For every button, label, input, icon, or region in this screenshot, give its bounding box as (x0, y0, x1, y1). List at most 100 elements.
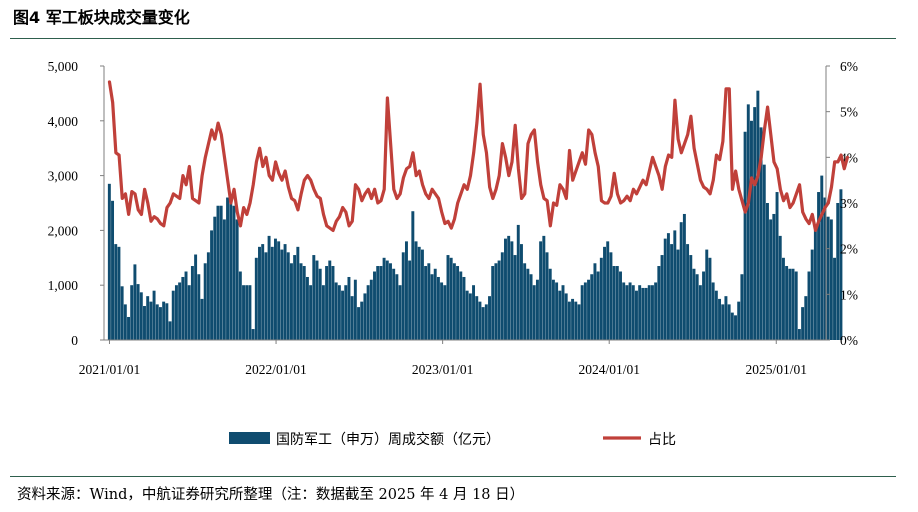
bar (494, 263, 498, 340)
bar (523, 263, 527, 340)
bar (772, 213, 776, 340)
bar (456, 266, 460, 340)
bar (817, 192, 821, 340)
bar (826, 216, 830, 340)
bar (123, 304, 127, 340)
bar (497, 260, 501, 340)
bar (484, 304, 488, 340)
bar (363, 293, 367, 340)
bar (360, 301, 364, 340)
bar (833, 257, 837, 340)
bar (430, 274, 434, 340)
bar (143, 306, 146, 340)
x-tick-label: 2022/01/01 (245, 362, 307, 377)
bar (238, 271, 242, 340)
bar (305, 276, 309, 340)
bar (452, 263, 456, 340)
legend-bar-label: 国防军工（申万）周成交额（亿元） (276, 431, 500, 448)
bar (210, 230, 214, 340)
bar (753, 107, 757, 340)
bar (692, 268, 696, 340)
bar (599, 257, 603, 340)
bar (139, 292, 143, 340)
bar (737, 301, 741, 340)
bar (695, 274, 699, 340)
bar (321, 285, 325, 340)
right-tick-label: 0% (840, 333, 858, 348)
left-tick-label: 3,000 (48, 169, 79, 184)
bar (577, 304, 581, 340)
bar (663, 238, 667, 340)
bar (650, 285, 654, 340)
bar (200, 298, 204, 340)
bar (424, 266, 428, 340)
bar (724, 296, 728, 340)
bar (564, 293, 568, 340)
bar (417, 246, 421, 340)
bar (130, 285, 134, 340)
bar (539, 241, 543, 340)
bar (587, 279, 591, 340)
bar (810, 249, 814, 340)
bar (382, 257, 386, 340)
bar (347, 276, 351, 340)
bar (334, 282, 338, 340)
bar (344, 285, 348, 340)
bar (804, 296, 808, 340)
bar (203, 263, 207, 340)
bar (641, 287, 645, 340)
left-tick-label: 5,000 (48, 59, 79, 74)
bar (465, 290, 469, 340)
bar (590, 274, 594, 340)
bar (654, 282, 658, 340)
bar (229, 194, 233, 340)
bar (698, 285, 702, 340)
bar (756, 90, 760, 340)
bar (504, 238, 507, 340)
bar (433, 268, 437, 340)
bar (762, 164, 766, 340)
right-tick-label: 6% (840, 59, 858, 74)
bar (670, 244, 674, 340)
bar (606, 241, 610, 340)
bar (264, 252, 268, 340)
bar (261, 244, 265, 340)
bar (705, 249, 709, 340)
bar (746, 104, 750, 340)
bar (769, 219, 773, 340)
bar (446, 255, 450, 340)
bar (555, 282, 559, 340)
left-tick-label: 1,000 (48, 278, 79, 293)
bar (206, 252, 210, 340)
bar (612, 266, 616, 340)
bar (823, 197, 827, 340)
bar (718, 298, 722, 340)
bar (622, 282, 626, 340)
bar (644, 287, 648, 340)
bar (676, 249, 680, 340)
bar (631, 285, 635, 340)
bar (673, 230, 677, 340)
bar (226, 197, 230, 340)
bar (366, 285, 370, 340)
bar (155, 304, 159, 340)
bar (785, 266, 789, 340)
bar (548, 268, 552, 340)
bar (708, 257, 712, 340)
ratio-line (107, 80, 850, 232)
bar (312, 255, 316, 340)
bar (379, 266, 383, 340)
bar (660, 255, 664, 340)
bar (635, 290, 638, 340)
bar (545, 252, 549, 340)
bar (813, 230, 817, 340)
bar (513, 255, 517, 340)
bar (727, 304, 731, 340)
bar (107, 183, 111, 340)
bar (472, 285, 476, 340)
bar (120, 286, 124, 340)
bar (647, 285, 651, 340)
bar (171, 290, 175, 340)
bar (373, 271, 376, 340)
bar (839, 189, 843, 340)
